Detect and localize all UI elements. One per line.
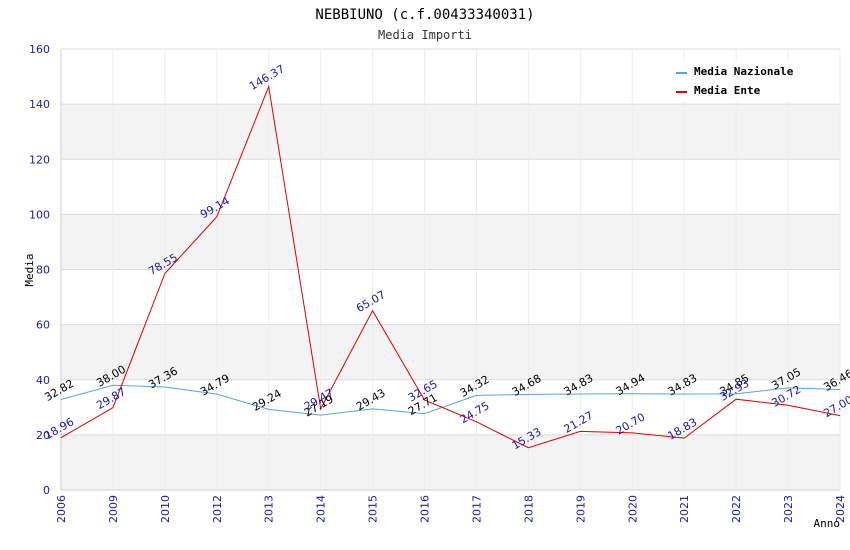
legend-label-media-nazionale: Media Nazionale — [694, 65, 794, 78]
x-tick-label: 2006 — [55, 495, 68, 523]
x-tick-label: 2018 — [522, 495, 535, 523]
x-tick-label: 2022 — [730, 495, 743, 523]
y-tick-label: 100 — [29, 208, 50, 221]
x-tick-label: 2020 — [626, 495, 639, 523]
grid-band — [61, 159, 840, 215]
x-tick-label: 2019 — [574, 495, 587, 523]
y-tick-label: 80 — [36, 264, 50, 277]
y-tick-label: 140 — [29, 98, 50, 111]
grid-band — [61, 104, 840, 160]
y-axis-title: Media — [23, 253, 36, 286]
x-tick-label: 2010 — [159, 495, 172, 523]
axes — [60, 49, 840, 491]
x-tick-label: 2012 — [211, 495, 224, 523]
y-tick-label: 0 — [43, 484, 50, 497]
series-line-media-nazionale — [60, 384, 841, 416]
grid-band — [61, 324, 840, 380]
y-tick-label: 160 — [29, 43, 50, 56]
chart-title: NEBBIUNO (c.f.00433340031) — [315, 7, 534, 23]
grid-band — [61, 379, 840, 435]
series-lines — [60, 84, 841, 449]
x-tick-label: 2016 — [419, 495, 432, 523]
x-tick-label: 2023 — [782, 495, 795, 523]
grid-band — [61, 214, 840, 270]
chart-subtitle: Media Importi — [378, 28, 472, 42]
x-tick-label: 2021 — [678, 495, 691, 523]
x-tick-label: 2013 — [263, 495, 276, 523]
x-tick-labels: 2006 2009 2010 2012 2013 2014 2015 2016 2017 2018… — [55, 495, 847, 523]
y-tick-label: 20 — [36, 429, 50, 442]
legend-label-media-ente: Media Ente — [694, 84, 761, 97]
x-tick-label: 2024 — [834, 495, 847, 523]
y-tick-labels: 0 20 40 60 80 100 120 140 160 — [29, 43, 50, 497]
legend-box — [670, 60, 810, 101]
y-tick-label: 60 — [36, 319, 50, 332]
grid-band — [61, 434, 840, 490]
x-tick-label: 2017 — [470, 495, 483, 523]
grid-bands — [61, 49, 840, 490]
x-tick-label: 2009 — [107, 495, 120, 523]
y-tick-label: 40 — [36, 374, 50, 387]
series-line-media-ente — [60, 84, 841, 449]
x-tick-label: 2014 — [315, 495, 328, 523]
legend: Media Nazionale Media Ente — [670, 60, 810, 101]
x-tick-label: 2015 — [367, 495, 380, 523]
grid-band — [61, 269, 840, 325]
y-tick-label: 120 — [29, 153, 50, 166]
x-axis-title: Anno — [814, 517, 841, 530]
